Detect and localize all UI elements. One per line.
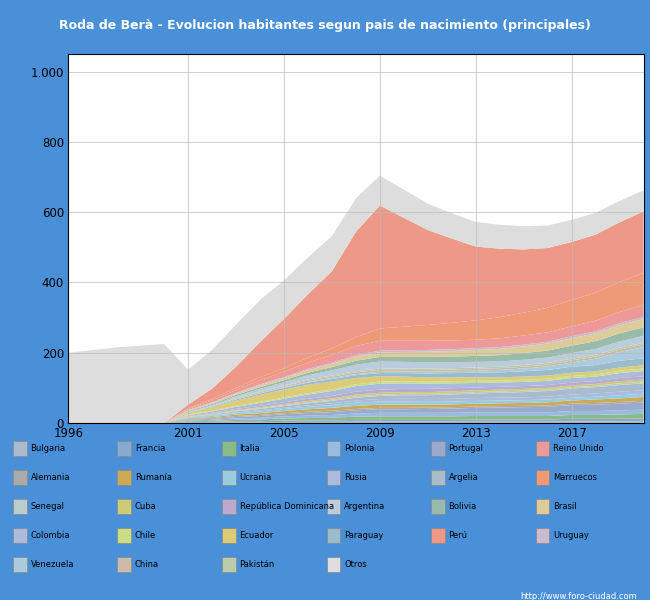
Text: Bulgaria: Bulgaria bbox=[31, 444, 66, 454]
Text: Chile: Chile bbox=[135, 531, 156, 540]
FancyBboxPatch shape bbox=[13, 442, 27, 456]
FancyBboxPatch shape bbox=[536, 470, 549, 485]
Text: Portugal: Portugal bbox=[448, 444, 484, 454]
Text: Rumanía: Rumanía bbox=[135, 473, 172, 482]
Text: Cuba: Cuba bbox=[135, 502, 157, 511]
FancyBboxPatch shape bbox=[222, 470, 236, 485]
FancyBboxPatch shape bbox=[13, 528, 27, 543]
Text: http://www.foro-ciudad.com: http://www.foro-ciudad.com bbox=[520, 592, 637, 600]
FancyBboxPatch shape bbox=[431, 499, 445, 514]
FancyBboxPatch shape bbox=[222, 442, 236, 456]
FancyBboxPatch shape bbox=[222, 528, 236, 543]
Text: Reino Unido: Reino Unido bbox=[553, 444, 604, 454]
Text: Senegal: Senegal bbox=[31, 502, 64, 511]
Text: Argentina: Argentina bbox=[344, 502, 385, 511]
FancyBboxPatch shape bbox=[431, 470, 445, 485]
Text: Colombia: Colombia bbox=[31, 531, 70, 540]
Text: República Dominicana: República Dominicana bbox=[240, 502, 333, 511]
FancyBboxPatch shape bbox=[431, 528, 445, 543]
FancyBboxPatch shape bbox=[536, 442, 549, 456]
Text: Pakistán: Pakistán bbox=[240, 560, 275, 569]
FancyBboxPatch shape bbox=[118, 499, 131, 514]
Text: Rusia: Rusia bbox=[344, 473, 367, 482]
Text: Otros: Otros bbox=[344, 560, 367, 569]
Text: Bolivia: Bolivia bbox=[448, 502, 477, 511]
FancyBboxPatch shape bbox=[222, 557, 236, 572]
FancyBboxPatch shape bbox=[118, 470, 131, 485]
Text: Uruguay: Uruguay bbox=[553, 531, 589, 540]
FancyBboxPatch shape bbox=[326, 470, 341, 485]
Text: Francia: Francia bbox=[135, 444, 165, 454]
Text: Alemania: Alemania bbox=[31, 473, 70, 482]
Text: Venezuela: Venezuela bbox=[31, 560, 74, 569]
FancyBboxPatch shape bbox=[13, 470, 27, 485]
Text: China: China bbox=[135, 560, 159, 569]
FancyBboxPatch shape bbox=[118, 528, 131, 543]
Text: Paraguay: Paraguay bbox=[344, 531, 384, 540]
Text: Brasil: Brasil bbox=[553, 502, 577, 511]
FancyBboxPatch shape bbox=[326, 528, 341, 543]
FancyBboxPatch shape bbox=[326, 442, 341, 456]
FancyBboxPatch shape bbox=[13, 499, 27, 514]
Text: Marruecos: Marruecos bbox=[553, 473, 597, 482]
FancyBboxPatch shape bbox=[536, 499, 549, 514]
Text: Ucrania: Ucrania bbox=[240, 473, 272, 482]
FancyBboxPatch shape bbox=[536, 528, 549, 543]
Text: Ecuador: Ecuador bbox=[240, 531, 274, 540]
FancyBboxPatch shape bbox=[431, 442, 445, 456]
Text: Polonia: Polonia bbox=[344, 444, 374, 454]
FancyBboxPatch shape bbox=[326, 499, 341, 514]
Text: Italia: Italia bbox=[240, 444, 260, 454]
FancyBboxPatch shape bbox=[222, 499, 236, 514]
Text: Perú: Perú bbox=[448, 531, 467, 540]
Text: Roda de Berà - Evolucion habitantes segun pais de nacimiento (principales): Roda de Berà - Evolucion habitantes segu… bbox=[59, 19, 591, 32]
FancyBboxPatch shape bbox=[118, 557, 131, 572]
FancyBboxPatch shape bbox=[13, 557, 27, 572]
Text: Argelia: Argelia bbox=[448, 473, 478, 482]
FancyBboxPatch shape bbox=[118, 442, 131, 456]
FancyBboxPatch shape bbox=[326, 557, 341, 572]
